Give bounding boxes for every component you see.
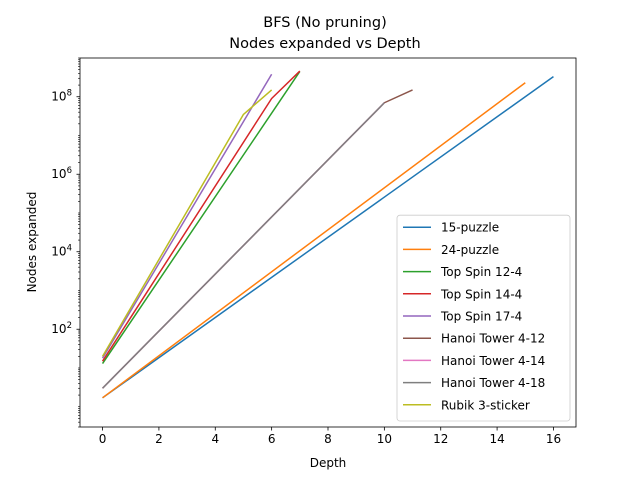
x-tick-label: 8 [324, 432, 332, 446]
x-axis-ticks: 0 2 4 6 8 10 12 14 16 [99, 427, 561, 446]
legend-label-8: Hanoi Tower 4-18 [441, 376, 545, 390]
x-tick-label: 0 [99, 432, 107, 446]
series-line-2 [102, 82, 526, 399]
legend-label-4: Top Spin 14-4 [440, 287, 522, 301]
y-tick-label: 106 [51, 166, 72, 181]
x-tick-label: 2 [155, 432, 163, 446]
y-axis-ticks: 102 104 106 108 [51, 57, 80, 428]
series-line-8 [102, 102, 385, 389]
x-tick-label: 4 [211, 432, 219, 446]
legend-label-7: Hanoi Tower 4-14 [441, 354, 545, 368]
x-axis-label: Depth [310, 456, 347, 470]
legend-label-9: Rubik 3-sticker [441, 398, 530, 412]
y-axis-label: Nodes expanded [25, 192, 39, 293]
series-line-1 [102, 76, 554, 399]
legend-label-5: Top Spin 17-4 [440, 310, 522, 324]
series-line-5 [101, 73, 273, 359]
x-tick-label: 12 [433, 432, 448, 446]
plot-lines [101, 70, 554, 399]
chart-subtitle: Nodes expanded vs Depth [229, 36, 420, 52]
legend-frame [396, 214, 571, 422]
series-line-4 [101, 70, 301, 362]
y-tick-label: 104 [51, 244, 72, 259]
y-tick-label: 102 [51, 321, 72, 336]
chart-title: BFS (No pruning) [263, 15, 386, 31]
x-tick-label: 6 [268, 432, 276, 446]
x-tick-label: 14 [489, 432, 504, 446]
series-line-3 [101, 71, 301, 364]
legend: 15-puzzle 24-puzzle Top Spin 12-4 Top Spin … [396, 214, 571, 422]
legend-label-6: Hanoi Tower 4-12 [441, 332, 545, 346]
legend-label-1: 15-puzzle [441, 221, 499, 235]
legend-label-2: 24-puzzle [441, 243, 499, 257]
x-tick-label: 10 [377, 432, 392, 446]
x-tick-label: 16 [546, 432, 561, 446]
y-tick-label: 108 [51, 89, 72, 104]
legend-label-3: Top Spin 12-4 [440, 265, 522, 279]
series-line-9 [101, 89, 273, 357]
